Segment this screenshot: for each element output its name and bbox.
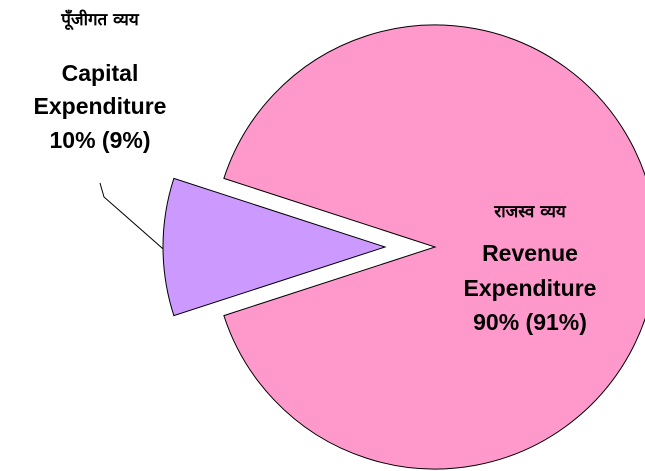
- slice-value-label: 10% (9%): [50, 127, 151, 153]
- pie-slice: [162, 177, 387, 317]
- pie-slice: [223, 24, 645, 470]
- slice-label-hindi: राजस्व व्यय: [493, 202, 567, 222]
- slice-label: Capital Expenditure: [34, 60, 167, 119]
- slice-value-label: 90% (91%): [473, 309, 587, 335]
- slice-label-hindi: पूँजीगत व्यय: [60, 9, 140, 31]
- slice-label: Revenue Expenditure: [464, 240, 597, 301]
- leader-line: [99, 182, 179, 263]
